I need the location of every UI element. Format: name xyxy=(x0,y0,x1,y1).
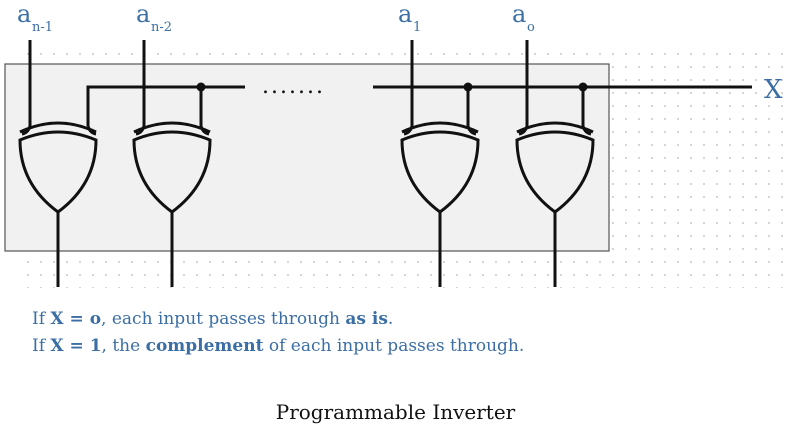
junction-dot xyxy=(196,82,206,92)
svg-text:a: a xyxy=(17,0,31,28)
xor-gate-4 xyxy=(515,40,595,287)
xor-body xyxy=(18,130,98,214)
note-line-x0: If X = o, each input passes through as i… xyxy=(32,309,394,329)
svg-text:a: a xyxy=(136,0,150,28)
module-box xyxy=(4,63,610,252)
xor-body xyxy=(132,130,212,214)
svg-text:o: o xyxy=(527,20,535,35)
ellipsis: ....... xyxy=(262,74,325,99)
figure-caption: Programmable Inverter xyxy=(275,400,516,424)
xor-back-curve xyxy=(19,121,97,134)
input-label-an-1: a n-1 xyxy=(17,0,53,35)
control-wire-left xyxy=(86,85,245,126)
note-line-x1: If X = 1, the complement of each input p… xyxy=(32,336,525,356)
xor-gate-2 xyxy=(132,40,212,287)
input-label-a1: a 1 xyxy=(398,0,421,35)
xor-back-curve xyxy=(401,121,479,134)
junction-dot xyxy=(463,82,473,92)
control-label-x: X xyxy=(764,75,783,105)
svg-text:a: a xyxy=(398,0,412,28)
input-label-an-2: a n-2 xyxy=(136,0,172,35)
xor-gate-1 xyxy=(18,40,98,287)
svg-text:1: 1 xyxy=(413,20,421,35)
junction-dot xyxy=(578,82,588,92)
xor-back-curve xyxy=(516,121,594,134)
xor-gate-3 xyxy=(400,40,480,287)
input-label-a0: a o xyxy=(512,0,535,35)
input-wire-bend xyxy=(86,125,97,136)
svg-text:n-1: n-1 xyxy=(32,20,53,35)
svg-text:n-2: n-2 xyxy=(151,20,172,35)
xor-body xyxy=(400,130,480,214)
svg-text:a: a xyxy=(512,0,526,28)
xor-back-curve xyxy=(133,121,211,134)
xor-body xyxy=(515,130,595,214)
